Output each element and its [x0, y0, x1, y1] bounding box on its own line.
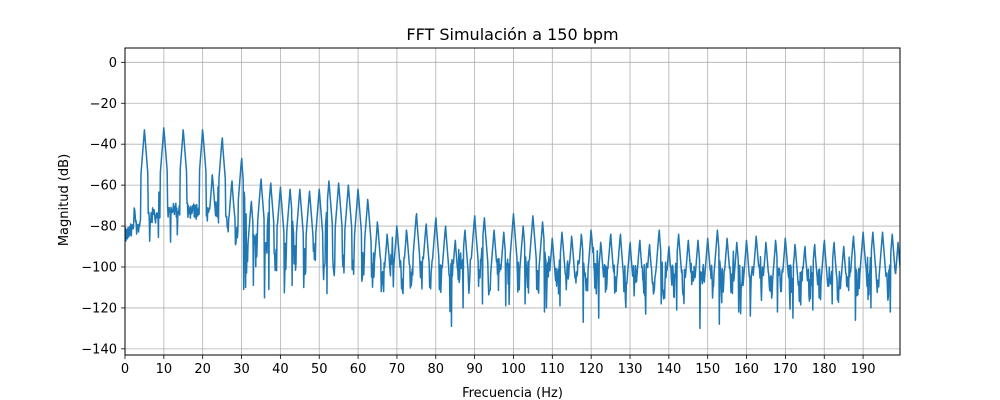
x-axis-label: Frecuencia (Hz) — [462, 386, 563, 400]
y-tick-label: −140 — [81, 342, 117, 357]
plot-area — [125, 127, 900, 330]
x-tick-label: 0 — [121, 362, 129, 377]
x-tick-label: 140 — [656, 362, 681, 377]
chart-title: FFT Simulación a 150 bpm — [406, 25, 618, 44]
x-tick-label: 130 — [618, 362, 643, 377]
x-axis-ticks: 0 10 20 30 40 50 60 70 80 90 100 110 120 130 140 150 160… — [121, 355, 876, 377]
x-tick-label: 160 — [734, 362, 759, 377]
y-axis-ticks: 0 −20 −40 −60 −80 −100 −120 −140 — [81, 56, 125, 357]
y-tick-label: −60 — [90, 179, 117, 194]
y-tick-label: −20 — [90, 97, 117, 112]
x-tick-label: 170 — [773, 362, 798, 377]
x-tick-label: 80 — [428, 362, 445, 377]
x-tick-label: 40 — [272, 362, 289, 377]
y-tick-label: −120 — [81, 301, 117, 316]
x-tick-label: 190 — [851, 362, 876, 377]
x-tick-label: 10 — [156, 362, 173, 377]
x-tick-label: 120 — [579, 362, 604, 377]
x-tick-label: 90 — [466, 362, 483, 377]
fft-magnitude-line — [125, 127, 900, 330]
y-tick-label: −40 — [90, 138, 117, 153]
x-tick-label: 110 — [540, 362, 565, 377]
x-tick-label: 180 — [812, 362, 837, 377]
x-tick-label: 30 — [233, 362, 250, 377]
x-tick-label: 70 — [389, 362, 406, 377]
x-tick-label: 100 — [501, 362, 526, 377]
axes-frame — [124, 47, 901, 356]
y-axis-label: Magnitud (dB) — [57, 154, 72, 246]
x-tick-label: 150 — [695, 362, 720, 377]
y-tick-label: −80 — [90, 220, 117, 235]
x-tick-label: 60 — [350, 362, 367, 377]
x-tick-label: 20 — [194, 362, 211, 377]
y-tick-label: 0 — [109, 56, 117, 71]
x-tick-label: 50 — [311, 362, 328, 377]
y-tick-label: −100 — [81, 260, 117, 275]
